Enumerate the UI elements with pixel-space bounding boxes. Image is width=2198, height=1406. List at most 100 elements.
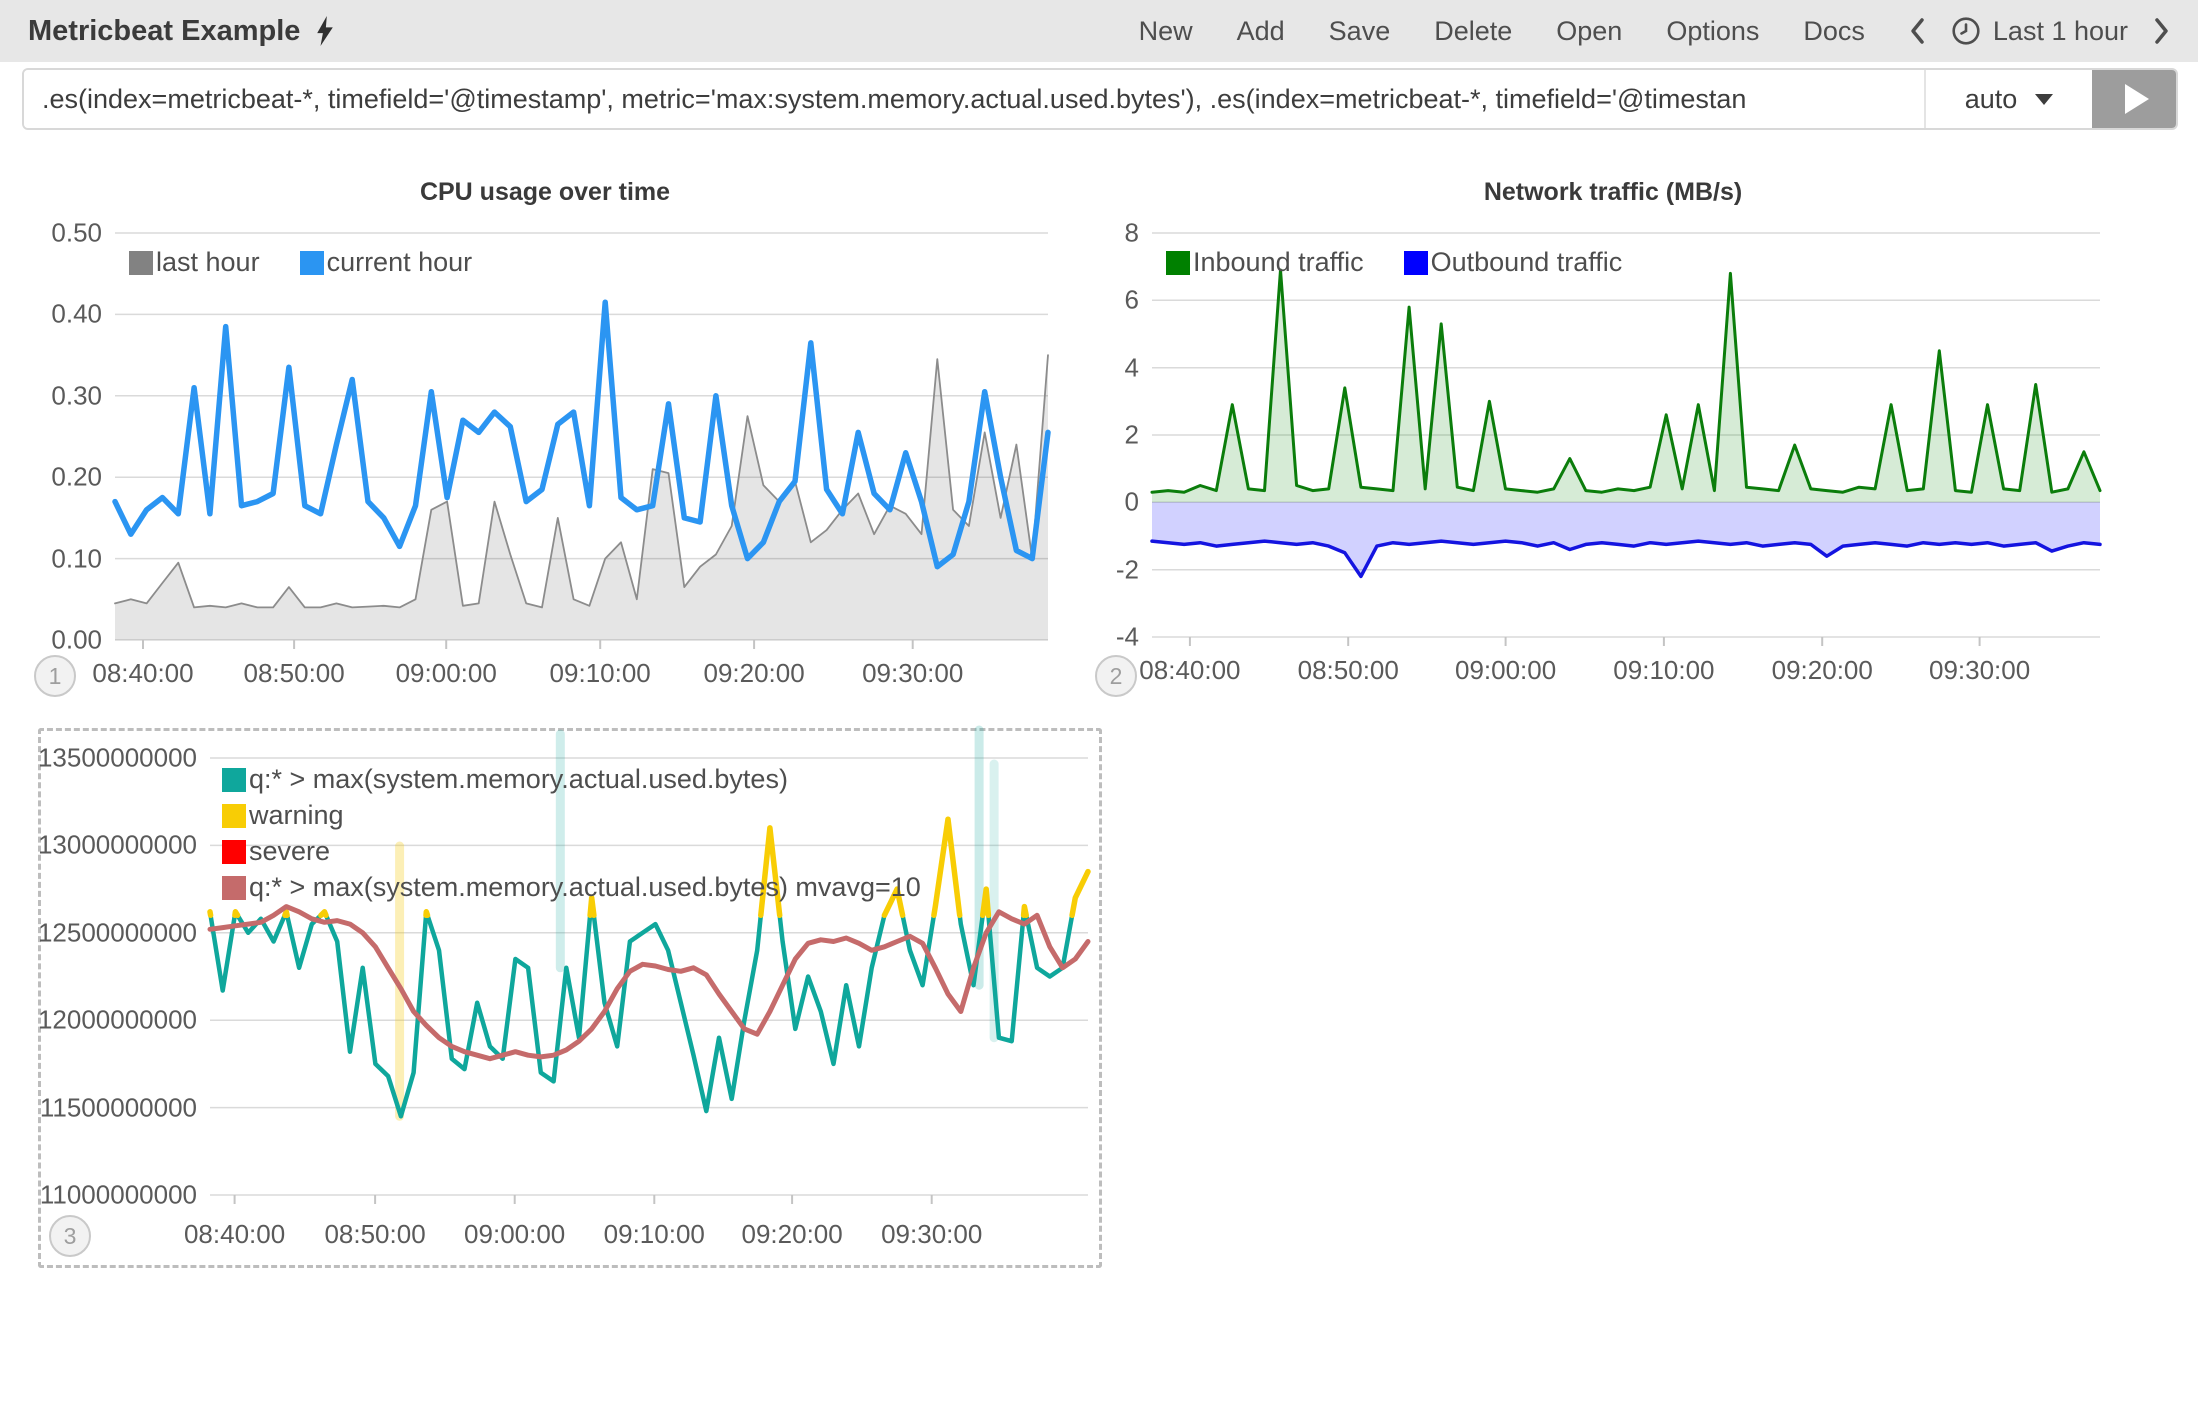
timelion-expression-input[interactable] bbox=[24, 70, 1924, 128]
y-axis-label: 11000000000 bbox=[40, 1180, 197, 1211]
chart-canvas bbox=[1152, 233, 2100, 637]
nav-add[interactable]: Add bbox=[1237, 16, 1285, 47]
x-axis-label: 09:20:00 bbox=[742, 1219, 843, 1250]
timelion-expression-bar: auto bbox=[22, 68, 2178, 130]
legend-label: q:* > max(system.memory.actual.used.byte… bbox=[249, 764, 788, 795]
time-navigation: Last 1 hour bbox=[1909, 16, 2170, 47]
chart-legend: Inbound traffic Outbound traffic bbox=[1166, 247, 1622, 278]
legend-swatch-icon bbox=[300, 251, 324, 275]
y-axis-label: 0.40 bbox=[51, 299, 102, 330]
time-picker[interactable]: Last 1 hour bbox=[1951, 16, 2128, 47]
chart-canvas bbox=[115, 233, 1048, 640]
x-axis-label: 09:00:00 bbox=[464, 1219, 565, 1250]
chevron-left-icon[interactable] bbox=[1909, 17, 1925, 45]
y-axis-label: 0 bbox=[1125, 487, 1139, 518]
memory-chart-panel-selected[interactable]: q:* > max(system.memory.actual.used.byte… bbox=[38, 728, 1102, 1268]
y-axis-label: 0.00 bbox=[51, 625, 102, 656]
legend-item: current hour bbox=[300, 247, 473, 278]
chart-plot-area[interactable]: last hourcurrent hour 0.500.400.300.200.… bbox=[115, 233, 1048, 640]
app-title: Metricbeat Example bbox=[28, 15, 300, 48]
x-axis-label: 09:10:00 bbox=[604, 1219, 705, 1250]
legend-label: last hour bbox=[156, 247, 260, 278]
legend-item: q:* > max(system.memory.actual.used.byte… bbox=[222, 764, 921, 795]
nav-new[interactable]: New bbox=[1139, 16, 1193, 47]
chart-number-badge: 3 bbox=[49, 1215, 91, 1257]
nav-save[interactable]: Save bbox=[1329, 16, 1391, 47]
chevron-right-icon[interactable] bbox=[2154, 17, 2170, 45]
x-axis-label: 09:10:00 bbox=[1613, 655, 1714, 686]
legend-label: Inbound traffic bbox=[1193, 247, 1364, 278]
x-axis-label: 08:40:00 bbox=[92, 658, 193, 689]
legend-swatch-icon bbox=[222, 768, 246, 792]
y-axis-label: 0.50 bbox=[51, 218, 102, 249]
y-axis-label: 8 bbox=[1125, 218, 1139, 249]
legend-label: q:* > max(system.memory.actual.used.byte… bbox=[249, 872, 921, 903]
play-icon bbox=[2125, 84, 2149, 114]
legend-swatch-icon bbox=[222, 804, 246, 828]
x-axis-label: 08:40:00 bbox=[184, 1219, 285, 1250]
legend-swatch-icon bbox=[129, 251, 153, 275]
y-axis-label: 12500000000 bbox=[38, 917, 197, 948]
time-picker-label: Last 1 hour bbox=[1993, 16, 2128, 47]
x-axis-label: 08:50:00 bbox=[244, 658, 345, 689]
y-axis-label: 2 bbox=[1125, 420, 1139, 451]
chart-plot-area[interactable]: q:* > max(system.memory.actual.used.byte… bbox=[210, 758, 1088, 1195]
chart-plot-area[interactable]: Inbound trafficOutbound traffic 86420-2-… bbox=[1152, 233, 2100, 637]
legend-swatch-icon bbox=[222, 840, 246, 864]
x-axis-label: 09:20:00 bbox=[1772, 655, 1873, 686]
chart-number-badge: 1 bbox=[34, 655, 76, 697]
chart-title: Network traffic (MB/s) bbox=[1093, 178, 2133, 207]
lightning-bolt-icon bbox=[316, 16, 334, 46]
y-axis-label: 4 bbox=[1125, 352, 1139, 383]
y-axis-label: 13000000000 bbox=[38, 830, 197, 861]
chart-number-badge: 2 bbox=[1095, 655, 1137, 697]
kibana-timelion-app: { "header": { "title": "Metricbeat Examp… bbox=[0, 0, 2198, 1406]
top-nav-bar: Metricbeat Example New Add Save Delete O… bbox=[0, 0, 2198, 62]
y-axis-label: 0.10 bbox=[51, 543, 102, 574]
x-axis-label: 08:50:00 bbox=[324, 1219, 425, 1250]
y-axis-label: 11500000000 bbox=[40, 1092, 197, 1123]
caret-down-icon bbox=[2035, 94, 2053, 105]
legend-label: Outbound traffic bbox=[1431, 247, 1623, 278]
x-axis-label: 09:30:00 bbox=[862, 658, 963, 689]
legend-swatch-icon bbox=[1404, 251, 1428, 275]
chart-legend: last hour current hour bbox=[129, 247, 472, 278]
x-axis-label: 09:10:00 bbox=[550, 658, 651, 689]
run-button[interactable] bbox=[2092, 70, 2176, 128]
x-axis-label: 08:50:00 bbox=[1298, 655, 1399, 686]
nav-open[interactable]: Open bbox=[1556, 16, 1622, 47]
legend-swatch-icon bbox=[1166, 251, 1190, 275]
legend-item: q:* > max(system.memory.actual.used.byte… bbox=[222, 872, 921, 903]
y-axis-label: 0.30 bbox=[51, 380, 102, 411]
nav-options[interactable]: Options bbox=[1666, 16, 1759, 47]
chart-title: CPU usage over time bbox=[30, 178, 1060, 207]
cpu-usage-chart-panel[interactable]: CPU usage over time last hour current hou… bbox=[30, 150, 1060, 715]
nav-docs[interactable]: Docs bbox=[1803, 16, 1865, 47]
legend-item: Outbound traffic bbox=[1404, 247, 1623, 278]
interval-value: auto bbox=[1965, 84, 2018, 115]
x-axis-label: 09:00:00 bbox=[396, 658, 497, 689]
chart-legend: q:* > max(system.memory.actual.used.byte… bbox=[222, 764, 921, 903]
x-axis-label: 09:20:00 bbox=[703, 658, 804, 689]
nav-menu: New Add Save Delete Open Options Docs bbox=[1139, 16, 1865, 47]
network-traffic-chart-panel[interactable]: Network traffic (MB/s) Inbound traffic Ou… bbox=[1093, 150, 2133, 715]
x-axis-label: 09:00:00 bbox=[1455, 655, 1556, 686]
legend-item: warning bbox=[222, 800, 921, 831]
legend-swatch-icon bbox=[222, 876, 246, 900]
legend-item: last hour bbox=[129, 247, 260, 278]
x-axis-label: 08:40:00 bbox=[1139, 655, 1240, 686]
x-axis-label: 09:30:00 bbox=[881, 1219, 982, 1250]
legend-item: Inbound traffic bbox=[1166, 247, 1364, 278]
interval-select[interactable]: auto bbox=[1924, 70, 2092, 128]
legend-label: current hour bbox=[327, 247, 473, 278]
legend-label: severe bbox=[249, 836, 330, 867]
y-axis-label: 0.20 bbox=[51, 462, 102, 493]
legend-label: warning bbox=[249, 800, 344, 831]
x-axis-label: 09:30:00 bbox=[1929, 655, 2030, 686]
y-axis-label: 6 bbox=[1125, 285, 1139, 316]
nav-delete[interactable]: Delete bbox=[1434, 16, 1512, 47]
y-axis-label: -2 bbox=[1116, 554, 1139, 585]
clock-icon bbox=[1951, 16, 1981, 46]
legend-item: severe bbox=[222, 836, 921, 867]
y-axis-label: 13500000000 bbox=[38, 743, 197, 774]
